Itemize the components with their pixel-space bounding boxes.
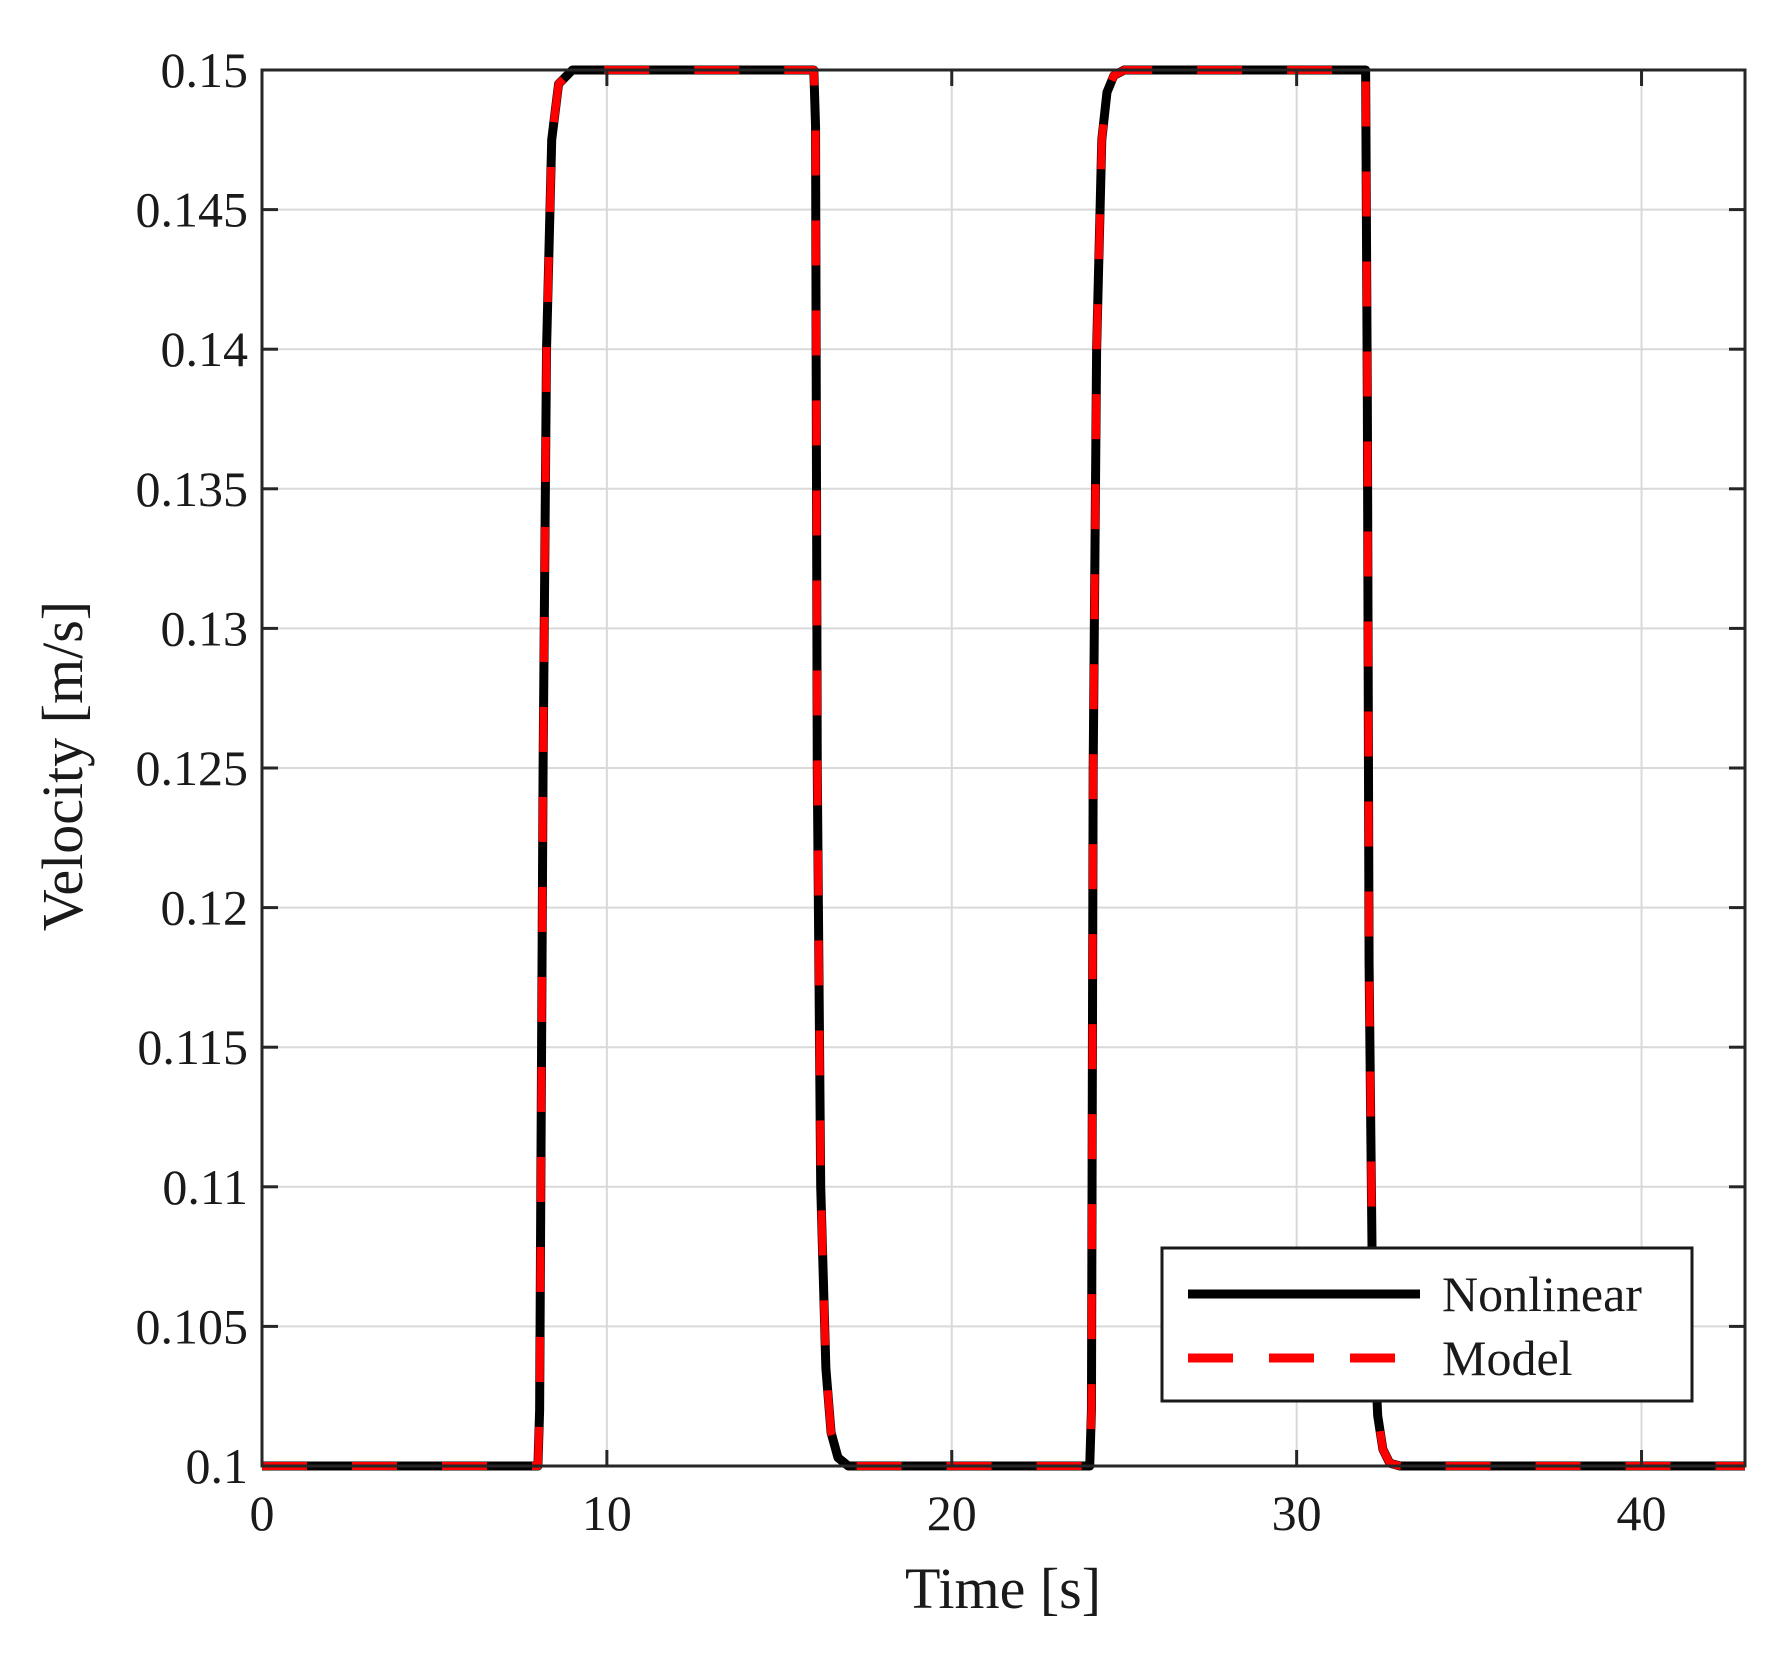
y-tick-label: 0.15	[161, 42, 249, 98]
legend-label-model: Model	[1442, 1330, 1573, 1386]
legend: Nonlinear Model	[1160, 1246, 1694, 1403]
legend-label-nonlinear: Nonlinear	[1442, 1266, 1642, 1322]
x-tick-label: 40	[1617, 1485, 1667, 1541]
y-tick-label: 0.11	[162, 1159, 248, 1215]
y-tick-label: 0.14	[161, 321, 249, 377]
y-tick-label: 0.105	[136, 1298, 249, 1354]
y-tick-label: 0.12	[161, 880, 249, 936]
y-tick-label: 0.1	[186, 1438, 249, 1494]
y-tick-label: 0.135	[136, 461, 249, 517]
legend-box	[1160, 1246, 1694, 1403]
x-tick-label: 10	[582, 1485, 632, 1541]
axis-ticks	[260, 68, 1745, 1468]
tick-labels: 0 10 20 30 40 0.1 0.105 0.11 0.115 0.12 0.125 0.13 0…	[136, 42, 1667, 1541]
y-tick-label: 0.115	[137, 1019, 248, 1075]
x-tick-label: 0	[250, 1485, 275, 1541]
y-axis-label: Velocity [m/s]	[30, 601, 95, 931]
y-tick-label: 0.13	[161, 600, 249, 656]
x-tick-label: 20	[927, 1485, 977, 1541]
y-tick-label: 0.125	[136, 740, 249, 796]
y-tick-label: 0.145	[136, 182, 249, 238]
x-tick-label: 30	[1272, 1485, 1322, 1541]
x-axis-label: Time [s]	[905, 1556, 1101, 1621]
